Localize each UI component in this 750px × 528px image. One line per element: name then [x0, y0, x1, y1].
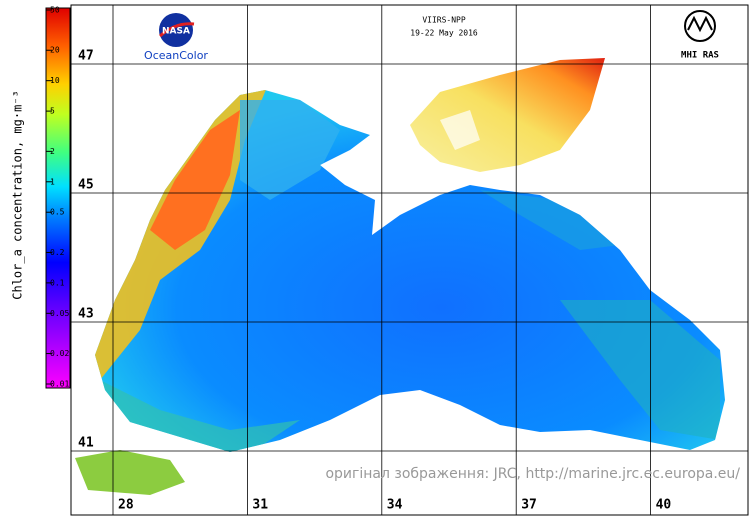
colorbar-tick-label: 0.2 — [50, 248, 65, 257]
cloud-gap — [440, 110, 480, 150]
longitude-label: 31 — [252, 498, 268, 513]
colorbar-label: Chlor_a concentration, mg·m⁻³ — [11, 90, 25, 300]
colorbar-tick-label: 0.5 — [50, 208, 65, 217]
colorbar-tick-label: 1 — [50, 177, 55, 186]
sensor-label: VIIRS-NPP — [422, 16, 466, 25]
latitude-label: 43 — [78, 307, 94, 322]
shelf-water — [560, 300, 720, 440]
sea-of-marmara — [75, 450, 185, 495]
nasa-logo: NASA OceanColor — [144, 13, 208, 62]
longitude-label: 34 — [387, 498, 403, 513]
colorbar-tick-label: 0.01 — [50, 380, 69, 389]
oceancolor-text: OceanColor — [144, 49, 208, 62]
shelf-water — [480, 190, 620, 250]
latitude-label: 45 — [78, 178, 94, 193]
mhi-emblem — [684, 10, 716, 42]
colorbar-tick-label: 0.05 — [50, 309, 69, 318]
colorbar-tick-label: 2 — [50, 147, 55, 156]
colorbar-tick-label: 0.1 — [50, 278, 65, 287]
colorbar-tick-label: 20 — [50, 46, 60, 55]
map-area: 47 45 43 41 28 31 34 37 40 NASA OceanColor VIIRS… — [70, 4, 749, 516]
colorbar-tick-label: 50 — [50, 6, 60, 15]
coastal-bloom — [150, 110, 240, 250]
colorbar-tick-label: 5 — [50, 107, 55, 116]
mhi-text: MHI RAS — [681, 51, 719, 61]
nasa-emblem — [159, 13, 193, 47]
latitude-label: 41 — [78, 436, 94, 451]
longitude-label: 40 — [656, 498, 672, 513]
nasa-text: NASA — [162, 27, 190, 37]
date-label: 19-22 May 2016 — [410, 29, 478, 38]
colorbar-tick-label: 10 — [50, 76, 60, 85]
colorbar: Chlor_a concentration, mg·m⁻³ 50 20 10 5 2 1 0… — [11, 6, 71, 389]
credit-watermark: оригінал зображення: JRC, http://marine.… — [325, 466, 740, 482]
latitude-label: 47 — [78, 49, 94, 64]
colorbar-tick-label: 0.02 — [50, 349, 69, 358]
longitude-label: 37 — [521, 498, 537, 513]
colorbar-scale — [45, 7, 71, 389]
nasa-swoosh — [159, 22, 195, 38]
mhi-wave — [687, 15, 713, 33]
mhi-logo: MHI RAS — [681, 10, 719, 61]
shelf-water — [240, 100, 340, 200]
longitude-label: 28 — [118, 498, 134, 513]
